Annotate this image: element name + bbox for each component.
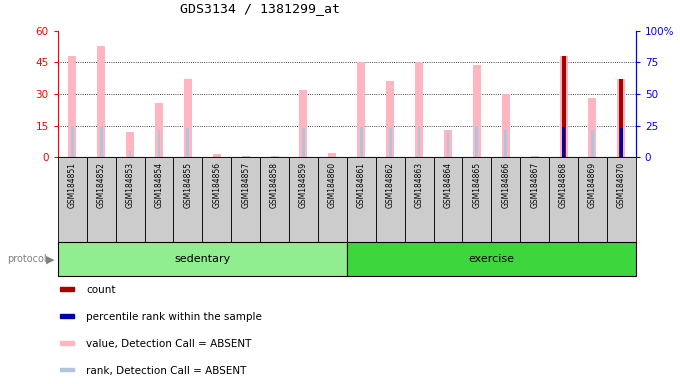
Text: GSM184853: GSM184853 xyxy=(126,162,135,208)
Text: percentile rank within the sample: percentile rank within the sample xyxy=(86,312,262,322)
Bar xyxy=(60,314,74,318)
Text: GSM184861: GSM184861 xyxy=(357,162,366,208)
Bar xyxy=(578,157,607,242)
Bar xyxy=(116,157,145,242)
Text: rank, Detection Call = ABSENT: rank, Detection Call = ABSENT xyxy=(86,366,246,376)
Bar xyxy=(418,126,420,157)
Bar xyxy=(299,90,307,157)
Text: count: count xyxy=(86,285,116,295)
Bar xyxy=(100,126,103,157)
Bar xyxy=(273,156,276,157)
Bar xyxy=(415,63,423,157)
Bar xyxy=(213,154,221,157)
Bar xyxy=(376,157,405,242)
Text: GSM184852: GSM184852 xyxy=(97,162,105,208)
Bar xyxy=(203,157,231,242)
Bar xyxy=(186,128,189,157)
Bar xyxy=(533,156,536,157)
Bar xyxy=(347,242,636,276)
Text: GSM184858: GSM184858 xyxy=(270,162,279,208)
Text: GSM184851: GSM184851 xyxy=(68,162,77,208)
Bar xyxy=(502,94,510,157)
Bar xyxy=(71,126,73,157)
Bar xyxy=(145,157,173,242)
Text: GSM184863: GSM184863 xyxy=(415,162,424,208)
Bar xyxy=(520,157,549,242)
Bar xyxy=(173,157,203,242)
Bar xyxy=(562,127,564,157)
Bar xyxy=(231,157,260,242)
Text: GSM184869: GSM184869 xyxy=(588,162,597,208)
Bar xyxy=(58,242,347,276)
Bar xyxy=(289,157,318,242)
Bar xyxy=(158,130,160,157)
Bar xyxy=(620,128,623,157)
Bar xyxy=(492,157,520,242)
Bar xyxy=(475,126,478,157)
Bar xyxy=(530,156,539,157)
Bar xyxy=(347,157,376,242)
Bar xyxy=(244,156,247,157)
Bar xyxy=(560,56,568,157)
Bar xyxy=(97,46,105,157)
Text: value, Detection Call = ABSENT: value, Detection Call = ABSENT xyxy=(86,339,252,349)
Text: exercise: exercise xyxy=(469,254,514,264)
Text: GSM184866: GSM184866 xyxy=(501,162,510,208)
Text: GSM184865: GSM184865 xyxy=(473,162,481,208)
Bar xyxy=(155,103,163,157)
Bar xyxy=(619,79,624,157)
Bar xyxy=(241,156,250,157)
Bar xyxy=(617,79,626,157)
Text: GSM184855: GSM184855 xyxy=(184,162,192,208)
Bar xyxy=(184,79,192,157)
Bar xyxy=(360,127,362,157)
Bar xyxy=(260,157,289,242)
Bar xyxy=(562,56,566,157)
Bar xyxy=(473,65,481,157)
Bar xyxy=(505,130,507,157)
Text: GSM184857: GSM184857 xyxy=(241,162,250,208)
Bar xyxy=(588,98,596,157)
Bar xyxy=(447,131,449,157)
Text: GDS3134 / 1381299_at: GDS3134 / 1381299_at xyxy=(180,2,340,15)
Bar xyxy=(357,63,365,157)
Bar xyxy=(389,128,392,157)
Text: protocol: protocol xyxy=(7,254,46,264)
Bar xyxy=(129,151,131,157)
Text: GSM184864: GSM184864 xyxy=(443,162,452,208)
Bar xyxy=(462,157,492,242)
Bar xyxy=(444,130,452,157)
Text: sedentary: sedentary xyxy=(174,254,231,264)
Bar xyxy=(318,157,347,242)
Bar xyxy=(68,56,76,157)
Text: GSM184860: GSM184860 xyxy=(328,162,337,208)
Text: GSM184868: GSM184868 xyxy=(559,162,568,208)
Bar xyxy=(620,128,622,157)
Text: GSM184870: GSM184870 xyxy=(617,162,626,208)
Text: GSM184859: GSM184859 xyxy=(299,162,308,208)
Bar xyxy=(126,132,134,157)
Bar xyxy=(434,157,462,242)
Bar xyxy=(302,128,305,157)
Bar xyxy=(549,157,578,242)
Bar xyxy=(60,368,74,371)
Bar xyxy=(328,153,337,157)
Bar xyxy=(271,156,279,157)
Bar xyxy=(58,157,87,242)
Text: GSM184856: GSM184856 xyxy=(212,162,221,208)
Text: GSM184854: GSM184854 xyxy=(154,162,163,208)
Text: GSM184867: GSM184867 xyxy=(530,162,539,208)
Bar xyxy=(591,130,594,157)
Text: ▶: ▶ xyxy=(46,254,54,264)
Bar xyxy=(87,157,116,242)
Bar xyxy=(386,81,394,157)
Bar xyxy=(60,287,74,291)
Bar xyxy=(405,157,434,242)
Text: GSM184862: GSM184862 xyxy=(386,162,394,208)
Bar xyxy=(607,157,636,242)
Bar xyxy=(60,341,74,344)
